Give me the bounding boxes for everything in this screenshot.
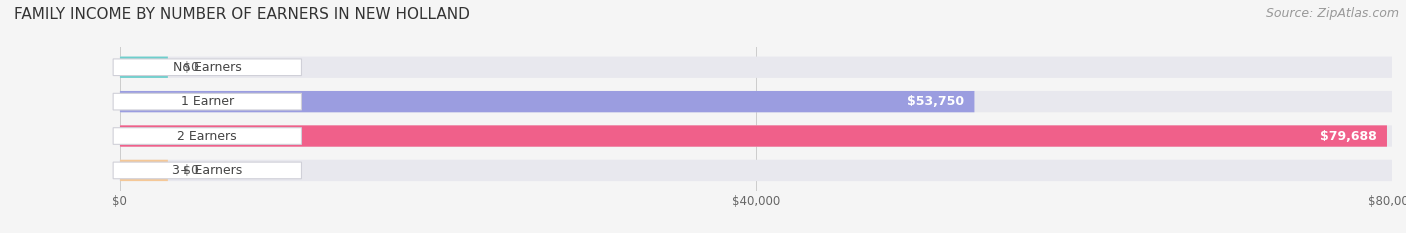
- FancyBboxPatch shape: [120, 125, 1386, 147]
- FancyBboxPatch shape: [120, 57, 1392, 78]
- Text: Source: ZipAtlas.com: Source: ZipAtlas.com: [1265, 7, 1399, 20]
- Text: 1 Earner: 1 Earner: [181, 95, 233, 108]
- FancyBboxPatch shape: [112, 128, 301, 144]
- Text: 3+ Earners: 3+ Earners: [172, 164, 242, 177]
- FancyBboxPatch shape: [112, 93, 301, 110]
- FancyBboxPatch shape: [120, 125, 1392, 147]
- FancyBboxPatch shape: [112, 59, 301, 75]
- FancyBboxPatch shape: [120, 57, 167, 78]
- Text: $53,750: $53,750: [907, 95, 965, 108]
- Text: No Earners: No Earners: [173, 61, 242, 74]
- FancyBboxPatch shape: [120, 160, 167, 181]
- FancyBboxPatch shape: [120, 91, 974, 112]
- Text: $79,688: $79,688: [1320, 130, 1376, 143]
- FancyBboxPatch shape: [112, 162, 301, 179]
- FancyBboxPatch shape: [120, 160, 1392, 181]
- Text: $0: $0: [183, 164, 200, 177]
- Text: FAMILY INCOME BY NUMBER OF EARNERS IN NEW HOLLAND: FAMILY INCOME BY NUMBER OF EARNERS IN NE…: [14, 7, 470, 22]
- Text: 2 Earners: 2 Earners: [177, 130, 238, 143]
- FancyBboxPatch shape: [120, 91, 1392, 112]
- Text: $0: $0: [183, 61, 200, 74]
